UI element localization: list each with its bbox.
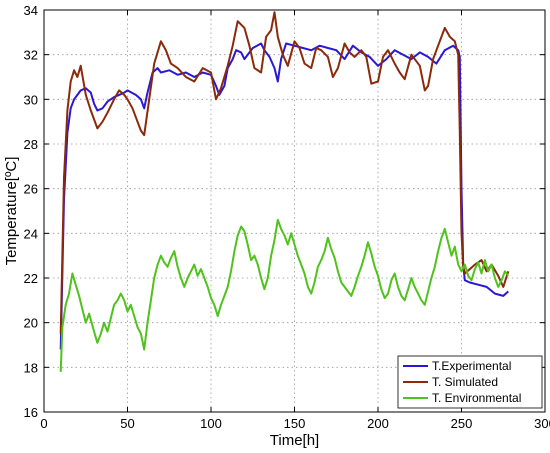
x-tick-label: 150 bbox=[284, 416, 306, 431]
x-tick-label: 200 bbox=[367, 416, 389, 431]
y-tick-label: 26 bbox=[24, 182, 38, 197]
y-tick-label: 16 bbox=[24, 405, 38, 420]
y-tick-label: 28 bbox=[24, 137, 38, 152]
y-tick-label: 18 bbox=[24, 360, 38, 375]
y-tick-label: 22 bbox=[24, 271, 38, 286]
legend-entry-0: T.Experimental bbox=[432, 359, 511, 373]
legend-entry-2: T. Environmental bbox=[432, 391, 521, 405]
y-tick-label: 20 bbox=[24, 316, 38, 331]
series-line-0 bbox=[59, 42, 509, 350]
axis-ticks: 0 50 100 150 200 250 300 16 18 20 22 24 26 28 30 32 34 bbox=[24, 3, 550, 431]
series-line-2 bbox=[59, 218, 510, 372]
x-tick-label: 250 bbox=[451, 416, 473, 431]
y-axis-label: Temperature[ºC] bbox=[3, 157, 20, 266]
series-lines bbox=[59, 11, 510, 372]
y-tick-label: 34 bbox=[24, 3, 38, 18]
series-line-1 bbox=[59, 11, 510, 334]
y-tick-label: 30 bbox=[24, 92, 38, 107]
legend: T.Experimental T. Simulated T. Environment… bbox=[397, 355, 543, 409]
x-axis-label: Time[h] bbox=[270, 432, 319, 449]
y-tick-label: 24 bbox=[24, 226, 38, 241]
legend-entry-1: T. Simulated bbox=[432, 375, 498, 389]
x-tick-label: 100 bbox=[200, 416, 222, 431]
y-tick-label: 32 bbox=[24, 48, 38, 63]
x-tick-label: 50 bbox=[120, 416, 134, 431]
x-tick-label: 300 bbox=[534, 416, 550, 431]
x-tick-label: 0 bbox=[40, 416, 47, 431]
